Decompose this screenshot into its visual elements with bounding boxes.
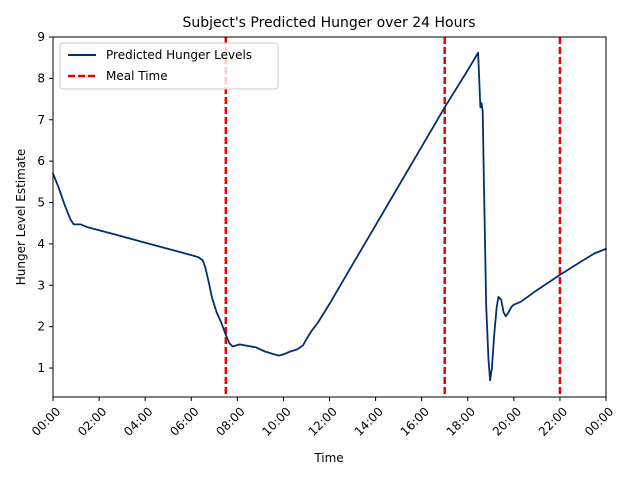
x-tick-label-0: 00:00 bbox=[29, 404, 63, 438]
y-tick-label-1: 2 bbox=[37, 320, 45, 334]
x-tick-label-6: 12:00 bbox=[305, 404, 339, 438]
plot-frame bbox=[53, 37, 606, 397]
series-layer bbox=[52, 51, 607, 382]
x-tick-label-12: 00:00 bbox=[582, 404, 616, 438]
x-tick-label-10: 20:00 bbox=[490, 404, 524, 438]
x-axis: 00:00 02:00 04:00 06:00 08:00 10:00 12:00 14:00… bbox=[29, 397, 616, 439]
legend-label-meal: Meal Time bbox=[106, 69, 168, 83]
x-tick-label-1: 02:00 bbox=[75, 404, 109, 438]
series-line-0 bbox=[52, 51, 607, 382]
y-tick-label-8: 9 bbox=[37, 30, 45, 44]
y-tick-label-3: 4 bbox=[37, 237, 45, 251]
legend-box bbox=[59, 42, 279, 90]
x-tick-label-4: 08:00 bbox=[213, 404, 247, 438]
y-tick-label-0: 1 bbox=[37, 361, 45, 375]
y-tick-label-7: 8 bbox=[37, 71, 45, 85]
y-tick-label-6: 7 bbox=[37, 113, 45, 127]
y-axis: 1 2 3 4 5 6 7 8 9 bbox=[37, 30, 53, 375]
y-axis-label: Hunger Level Estimate bbox=[14, 149, 28, 285]
x-axis-label: Time bbox=[313, 451, 343, 465]
y-tick-label-4: 5 bbox=[37, 196, 45, 210]
x-tick-label-7: 14:00 bbox=[352, 404, 386, 438]
legend: Predicted Hunger Levels Meal Time bbox=[59, 42, 279, 90]
y-tick-label-5: 6 bbox=[37, 154, 45, 168]
x-tick-label-11: 22:00 bbox=[536, 404, 570, 438]
x-tick-label-5: 10:00 bbox=[259, 404, 293, 438]
chart-title: Subject's Predicted Hunger over 24 Hours bbox=[182, 15, 475, 31]
x-tick-label-8: 16:00 bbox=[398, 404, 432, 438]
x-tick-label-9: 18:00 bbox=[444, 404, 478, 438]
x-tick-label-2: 04:00 bbox=[121, 404, 155, 438]
legend-label-hunger: Predicted Hunger Levels bbox=[106, 48, 252, 62]
y-tick-label-2: 3 bbox=[37, 278, 45, 292]
plot-area bbox=[52, 36, 607, 398]
x-tick-label-3: 06:00 bbox=[167, 404, 201, 438]
